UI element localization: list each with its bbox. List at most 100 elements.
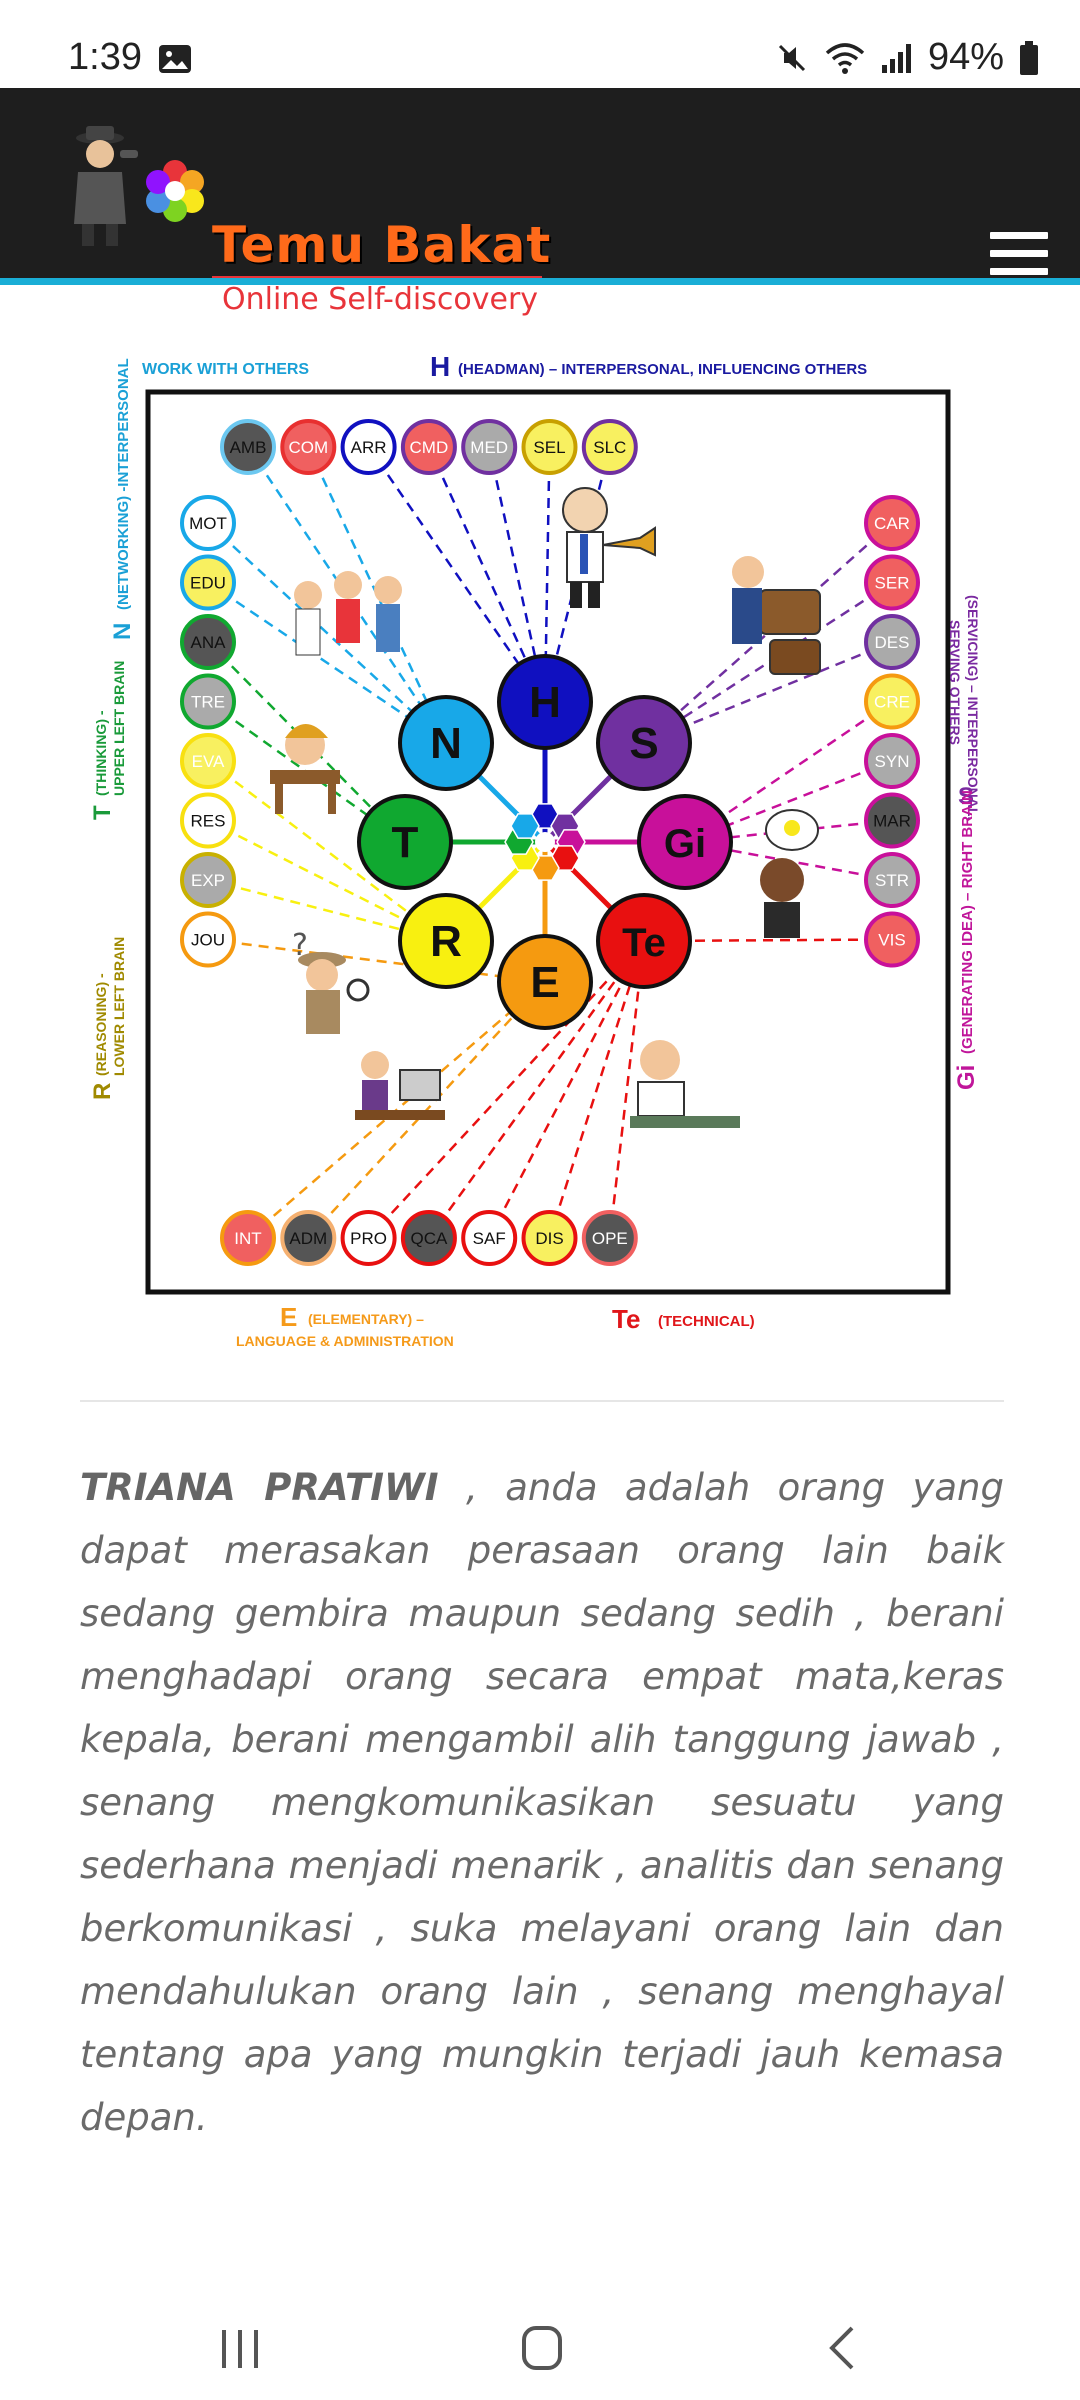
connector-line bbox=[487, 446, 547, 703]
node-label: OPE bbox=[592, 1229, 628, 1248]
node-car: CAR bbox=[864, 495, 920, 551]
label-s-desc2: SERVING OTHERS bbox=[947, 620, 963, 745]
connector-line bbox=[643, 581, 893, 745]
connector-line bbox=[307, 446, 448, 744]
hub-label: H bbox=[529, 678, 561, 727]
node-dis: DIS bbox=[521, 1210, 578, 1266]
svg-text:?: ? bbox=[292, 928, 308, 963]
system-nav-bar bbox=[0, 2290, 1080, 2400]
status-bar: 1:39 94% bbox=[0, 0, 1080, 88]
connector-line bbox=[643, 522, 893, 744]
node-amb: AMB bbox=[220, 419, 276, 475]
node-pro: PRO bbox=[340, 1210, 397, 1266]
connector-line bbox=[367, 446, 547, 703]
center-dot bbox=[535, 832, 555, 852]
hub-h: H bbox=[497, 654, 593, 750]
hub-s: S bbox=[596, 695, 692, 791]
label-e-desc1: (ELEMENTARY) – bbox=[308, 1311, 424, 1327]
node-label: CAR bbox=[874, 514, 910, 533]
node-saf: SAF bbox=[461, 1210, 518, 1266]
label-h-letter: H bbox=[430, 351, 450, 382]
node-vis: VIS bbox=[864, 911, 920, 968]
hamburger-menu-button[interactable] bbox=[990, 232, 1048, 276]
wifi-icon bbox=[825, 42, 865, 74]
label-e-letter: E bbox=[280, 1302, 297, 1332]
node-label: ADM bbox=[289, 1229, 327, 1248]
connector-line bbox=[427, 446, 547, 703]
student-cartoon bbox=[270, 724, 340, 814]
node-tre: TRE bbox=[180, 673, 236, 730]
hub-r: R bbox=[398, 893, 494, 989]
node-label: INT bbox=[234, 1229, 261, 1248]
menu-icon bbox=[990, 232, 1048, 239]
node-label: EXP bbox=[191, 871, 225, 890]
computer-worker-cartoon bbox=[355, 1051, 445, 1120]
diagram-hubs: H S Gi Te E R T N bbox=[357, 654, 733, 1030]
label-t-letter: T bbox=[89, 805, 116, 820]
connector-line bbox=[207, 522, 447, 744]
node-label: PRO bbox=[350, 1229, 387, 1248]
node-int: INT bbox=[220, 1210, 276, 1266]
hub-label: T bbox=[392, 818, 419, 867]
node-ope: OPE bbox=[581, 1210, 638, 1266]
content-divider bbox=[80, 1400, 1004, 1402]
label-n-letter: N bbox=[109, 623, 136, 640]
gallery-icon bbox=[159, 45, 191, 73]
label-r-letter: R bbox=[89, 1083, 116, 1100]
node-exp: EXP bbox=[180, 852, 236, 908]
talent-diagram: AMB COM ARR CMD MED SEL SLCMOTEDUANATREEVARESE… bbox=[89, 351, 981, 1349]
node-qca: QCA bbox=[400, 1210, 457, 1266]
group-people-cartoon bbox=[294, 571, 402, 656]
description-paragraph: TRIANA PRATIWI , anda adalah orang yang … bbox=[80, 1456, 1004, 2149]
description-text: , anda adalah orang yang dapat merasakan… bbox=[80, 1466, 1004, 2139]
battery-percent: 94% bbox=[927, 36, 1004, 78]
label-n-desc: (NETWORKING) -INTERPERSONAL bbox=[115, 358, 132, 610]
node-slc: SLC bbox=[581, 419, 638, 475]
hub-label: Gi bbox=[664, 822, 706, 866]
node-label: CMD bbox=[410, 438, 449, 457]
node-label: CRE bbox=[874, 693, 910, 712]
node-label: ANA bbox=[191, 633, 227, 652]
back-icon[interactable] bbox=[814, 2320, 874, 2376]
brand-title: Temu Bakat bbox=[212, 216, 552, 274]
label-t-desc1: (THINKING) - bbox=[93, 710, 109, 796]
hub-te: Te bbox=[596, 893, 692, 989]
battery-icon bbox=[1020, 40, 1038, 75]
engineer-cartoon bbox=[630, 1040, 740, 1128]
node-eva: EVA bbox=[180, 733, 236, 789]
label-s-desc1: (SERVICING) – INTERPERSONAL, bbox=[965, 595, 981, 820]
recent-apps-icon[interactable] bbox=[210, 2320, 270, 2376]
node-label: QCA bbox=[410, 1229, 448, 1248]
node-label: ARR bbox=[351, 438, 387, 457]
diagram-nodes: AMB COM ARR CMD MED SEL SLCMOTEDUANATREEVARESE… bbox=[180, 419, 920, 1266]
label-s-letter: S bbox=[958, 783, 974, 810]
node-label: SAF bbox=[473, 1229, 506, 1248]
node-label: MOT bbox=[189, 514, 227, 533]
center-hexagon bbox=[510, 813, 540, 839]
hub-gi: Gi bbox=[637, 794, 733, 890]
detective-logo-icon bbox=[74, 126, 138, 246]
diagram-frame bbox=[145, 389, 951, 1295]
connector-line bbox=[543, 446, 612, 703]
signal-icon bbox=[881, 43, 911, 73]
node-res: RES bbox=[180, 792, 236, 849]
node-label: SEL bbox=[533, 438, 565, 457]
hub-label: R bbox=[430, 917, 462, 966]
person-name: TRIANA PRATIWI bbox=[80, 1466, 439, 1509]
connector-line bbox=[207, 938, 546, 984]
node-des: DES bbox=[864, 614, 920, 670]
node-label: COM bbox=[288, 438, 328, 457]
node-label: JOU bbox=[191, 931, 225, 950]
node-cmd: CMD bbox=[400, 419, 457, 475]
hub-label: E bbox=[530, 958, 559, 1007]
label-r-desc1: (REASONING) - bbox=[93, 973, 109, 1076]
idea-man-cartoon bbox=[760, 809, 819, 938]
brand-tagline: Online Self-discovery bbox=[222, 282, 539, 317]
node-label: SER bbox=[875, 574, 910, 593]
hub-label: Te bbox=[622, 921, 666, 965]
detective-cartoon: ? bbox=[292, 928, 370, 1034]
hub-label: S bbox=[629, 719, 658, 768]
home-icon[interactable] bbox=[512, 2320, 572, 2376]
node-mot: MOT bbox=[180, 495, 236, 551]
node-label: RES bbox=[191, 812, 226, 831]
